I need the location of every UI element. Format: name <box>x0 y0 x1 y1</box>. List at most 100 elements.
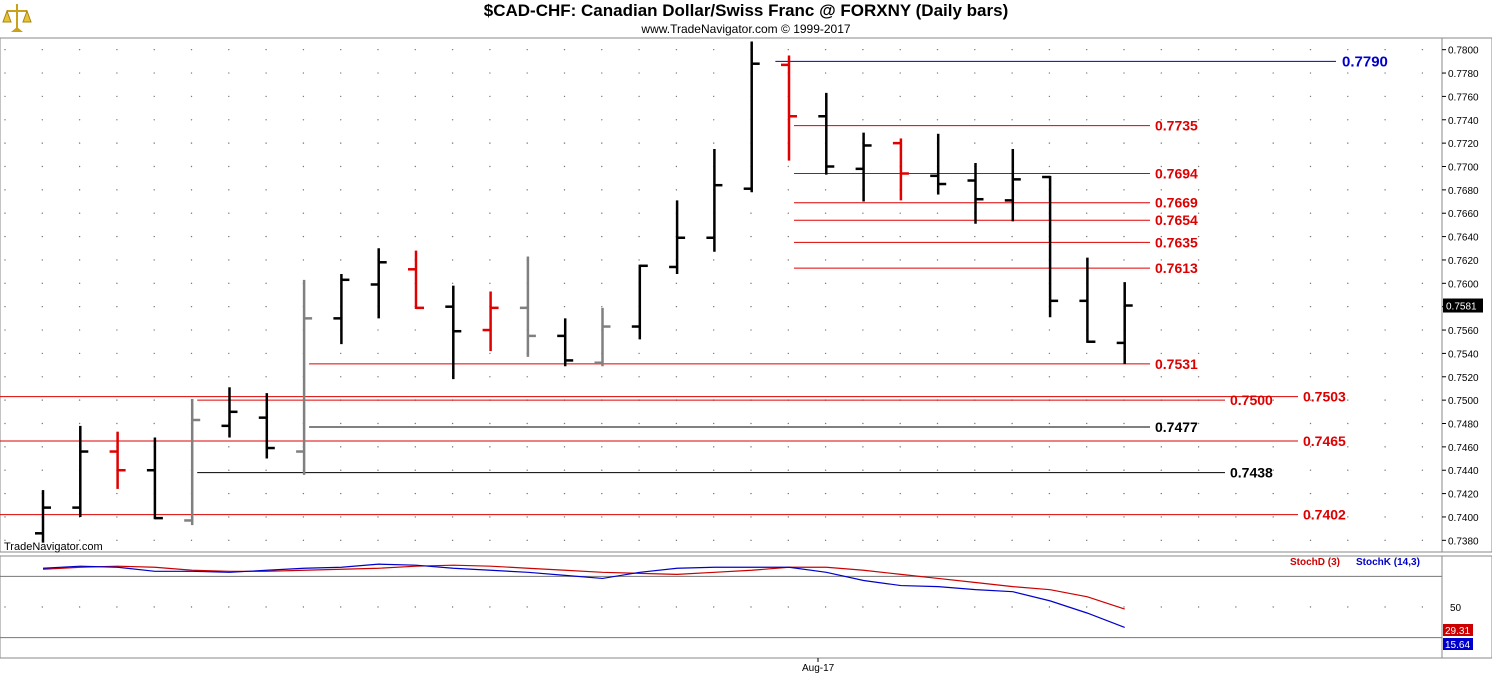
grid-dot <box>377 48 379 51</box>
grid-dot <box>1309 282 1312 285</box>
ohlc-bar <box>855 132 872 202</box>
grid-dot <box>1086 212 1088 214</box>
grid-dot <box>601 469 603 471</box>
grid-dot <box>899 352 901 355</box>
grid-dot <box>414 119 416 121</box>
grid-dot <box>526 189 528 191</box>
grid-dot <box>228 189 230 191</box>
grid-dot <box>1197 235 1200 238</box>
grid-dot <box>1160 235 1163 238</box>
grid-dot <box>563 189 566 191</box>
grid-dot <box>862 352 864 355</box>
grid-dot <box>974 259 976 261</box>
grid-dot <box>1384 48 1386 51</box>
grid-dot <box>675 142 678 144</box>
grid-dot <box>750 376 752 378</box>
y-tick-label: 0.7700 <box>1448 163 1479 174</box>
grid-dot <box>787 516 789 518</box>
ohlc-bar <box>1004 148 1021 222</box>
grid-dot <box>862 259 864 261</box>
grid-dot <box>340 212 342 214</box>
grid-dot <box>228 329 230 331</box>
grid-dot <box>265 119 267 121</box>
grid-dot <box>1086 516 1088 518</box>
grid-dot <box>78 422 81 425</box>
grid-dot <box>78 376 81 378</box>
grid-dot <box>1235 446 1237 448</box>
grid-dot <box>638 446 640 448</box>
grid-dot <box>1421 282 1424 285</box>
grid-dot <box>1048 516 1051 518</box>
grid-dot <box>787 305 789 308</box>
grid-dot <box>1384 119 1386 121</box>
grid-dot <box>1347 165 1349 168</box>
grid-dot <box>1048 492 1051 495</box>
grid-dot <box>1011 422 1013 425</box>
grid-dot <box>451 95 454 98</box>
grid-dot <box>1309 119 1312 121</box>
grid-dot <box>675 422 678 425</box>
grid-dot <box>340 376 342 378</box>
grid-dot <box>1272 259 1274 261</box>
ohlc-bar <box>519 256 536 357</box>
grid-dot <box>1235 165 1237 168</box>
level-label-0-7500: 0.7500 <box>1230 392 1273 408</box>
price-axis-area <box>1441 37 1492 553</box>
stoch-series-0 <box>42 564 1125 610</box>
grid-dot <box>1309 305 1312 308</box>
grid-dot <box>377 516 379 518</box>
ohlc-bar <box>557 318 574 367</box>
grid-dot <box>563 95 566 98</box>
grid-dot <box>638 95 640 98</box>
grid-dot <box>1197 165 1200 168</box>
grid-dot <box>414 492 416 495</box>
y-tick-label: 0.7600 <box>1448 279 1479 290</box>
stoch-last-value-label: 29.31 <box>1445 626 1470 637</box>
grid-dot <box>41 119 43 121</box>
grid-dot <box>1197 329 1200 331</box>
grid-dot <box>750 235 752 238</box>
grid-dot <box>974 492 976 495</box>
grid-dot <box>1272 399 1274 401</box>
grid-dot <box>1384 352 1386 355</box>
grid-dot <box>899 95 901 98</box>
grid-dot <box>713 95 715 98</box>
grid-dot <box>936 606 939 608</box>
grid-dot <box>1048 48 1051 51</box>
grid-dot <box>638 606 640 608</box>
grid-dot <box>750 259 752 261</box>
grid-dot <box>451 516 454 518</box>
grid-dot <box>563 539 566 542</box>
grid-dot <box>1347 259 1349 261</box>
grid-dot <box>1272 516 1274 518</box>
grid-dot <box>1123 606 1125 608</box>
grid-dot <box>563 72 566 74</box>
grid-dot <box>265 212 267 214</box>
level-label-0-7438: 0.7438 <box>1230 465 1273 481</box>
grid-dot <box>451 606 454 608</box>
grid-dot <box>1347 469 1349 471</box>
ohlc-bar <box>892 138 909 201</box>
grid-dot <box>862 235 864 238</box>
grid-dot <box>824 329 827 331</box>
grid-dot <box>563 212 566 214</box>
grid-dot <box>1197 259 1200 261</box>
grid-dot <box>1347 212 1349 214</box>
grid-dot <box>489 606 491 608</box>
grid-dot <box>1421 95 1424 98</box>
level-label-0-7503: 0.7503 <box>1303 389 1346 405</box>
grid-dot <box>489 48 491 51</box>
grid-dot <box>974 539 976 542</box>
grid-dot <box>340 48 342 51</box>
grid-dot <box>675 282 678 285</box>
grid-dot <box>563 492 566 495</box>
grid-dot <box>1160 142 1163 144</box>
grid-dot <box>414 95 416 98</box>
grid-dot <box>1272 95 1274 98</box>
grid-dot <box>1048 422 1051 425</box>
grid-dot <box>974 119 976 121</box>
grid-dot <box>1421 142 1424 144</box>
grid-dot <box>1197 282 1200 285</box>
grid-dot <box>489 446 491 448</box>
grid-dot <box>638 376 640 378</box>
